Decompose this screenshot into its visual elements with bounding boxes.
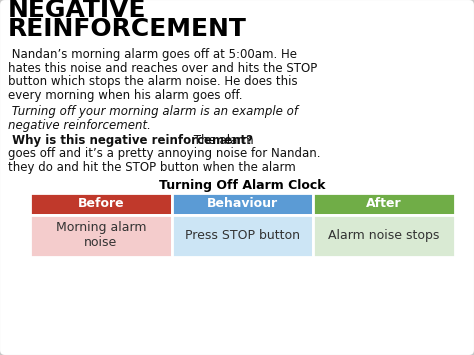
Text: Turning off your morning alarm is an example of: Turning off your morning alarm is an exa…: [8, 105, 298, 118]
Bar: [30, 214, 172, 257]
Text: Why is this negative reinforcement?: Why is this negative reinforcement?: [8, 134, 253, 147]
Bar: [172, 214, 313, 257]
Text: After: After: [366, 197, 402, 210]
Text: button which stops the alarm noise. He does this: button which stops the alarm noise. He d…: [8, 75, 298, 88]
Text: NEGATIVE: NEGATIVE: [8, 0, 146, 22]
Text: Before: Before: [78, 197, 124, 210]
Text: negative reinforcement.: negative reinforcement.: [8, 119, 151, 131]
Bar: [313, 214, 455, 257]
Text: hates this noise and reaches over and hits the STOP: hates this noise and reaches over and hi…: [8, 61, 317, 75]
Text: goes off and it’s a pretty annoying noise for Nandan.: goes off and it’s a pretty annoying nois…: [8, 147, 320, 160]
Text: they do and hit the STOP button when the alarm: they do and hit the STOP button when the…: [8, 161, 296, 174]
Text: REINFORCEMENT: REINFORCEMENT: [8, 17, 247, 41]
Text: Alarm noise stops: Alarm noise stops: [328, 229, 440, 242]
Text: Press STOP button: Press STOP button: [185, 229, 300, 242]
Text: Behaviour: Behaviour: [207, 197, 278, 210]
Text: The alarm: The alarm: [190, 134, 254, 147]
Bar: [172, 192, 313, 214]
Text: Morning alarm
noise: Morning alarm noise: [55, 222, 146, 250]
Bar: [313, 192, 455, 214]
Text: Turning Off Alarm Clock: Turning Off Alarm Clock: [159, 179, 326, 191]
Text: every morning when his alarm goes off.: every morning when his alarm goes off.: [8, 88, 243, 102]
Bar: [30, 192, 172, 214]
Text: Nandan’s morning alarm goes off at 5:00am. He: Nandan’s morning alarm goes off at 5:00a…: [8, 48, 297, 61]
